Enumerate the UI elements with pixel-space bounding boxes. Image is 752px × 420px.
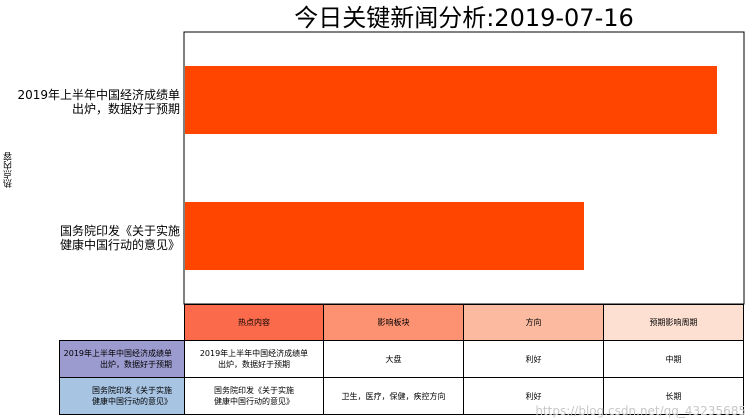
data-table: 热点内容 影响板块 方向 预期影响周期 2019年上半年中国经济成绩单 出炉，数据… [59, 304, 744, 415]
category-label-1: 2019年上半年中国经济成绩单 出炉，数据好于预期 [17, 88, 180, 116]
col-header-sector: 影响板块 [323, 304, 464, 341]
chart-title: 今日关键新闻分析:2019-07-16 [294, 4, 634, 32]
watermark: https://blog.csdn.net/qq_43235685 [535, 404, 746, 418]
table-row: 国务院印发《关于实施 健康中国行动的意见》 国务院印发《关于实施 健康中国行动的意见… [59, 377, 744, 415]
cell-direction: 利好 [463, 340, 604, 378]
cell-period: 长期 [603, 377, 744, 415]
cell-direction: 利好 [463, 377, 604, 415]
bar-2 [185, 202, 584, 270]
cell-period: 中期 [603, 340, 744, 378]
cell-content: 国务院印发《关于实施 健康中国行动的意见》 [184, 377, 324, 415]
table-row: 2019年上半年中国经济成绩单 出炉，数据好于预期 2019年上半年中国经济成绩单… [59, 340, 744, 378]
row-label-2: 国务院印发《关于实施 健康中国行动的意见》 [59, 377, 185, 415]
cell-sector: 卫生，医疗，保健，疾控方向 [323, 377, 464, 415]
col-header-period: 预期影响周期 [603, 304, 744, 341]
col-header-content: 热点内容 [184, 304, 324, 341]
cell-sector: 大盘 [323, 340, 464, 378]
row-label-1: 2019年上半年中国经济成绩单 出炉，数据好于预期 [59, 340, 185, 378]
col-header-direction: 方向 [463, 304, 604, 341]
table-header-row: 热点内容 影响板块 方向 预期影响周期 [60, 304, 744, 341]
category-label-2: 国务院印发《关于实施 健康中国行动的意见》 [59, 224, 180, 252]
table-corner [60, 305, 185, 341]
bar-1 [185, 66, 717, 134]
cell-content: 2019年上半年中国经济成绩单 出炉，数据好于预期 [184, 340, 324, 378]
